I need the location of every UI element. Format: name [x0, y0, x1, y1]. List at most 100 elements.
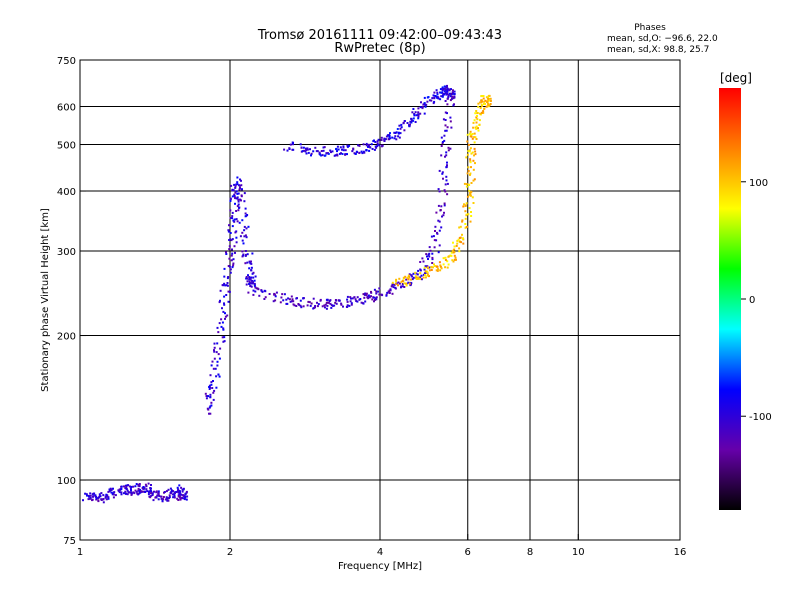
echo-point: [351, 297, 354, 300]
echo-point: [482, 103, 485, 105]
echo-point: [212, 391, 215, 394]
echo-point: [388, 291, 391, 294]
echo-point: [230, 184, 233, 187]
echo-point: [473, 136, 476, 139]
echo-point: [409, 278, 412, 281]
echo-point: [441, 95, 444, 98]
echo-point: [466, 172, 469, 175]
echo-point: [468, 207, 471, 210]
echo-point: [421, 107, 424, 110]
echo-point: [169, 487, 172, 490]
echo-point: [464, 226, 467, 229]
echo-point: [465, 213, 468, 216]
echo-point: [213, 342, 216, 345]
echo-point: [288, 147, 291, 150]
echo-point: [127, 491, 130, 494]
echo-point: [142, 490, 145, 493]
echo-point: [82, 499, 84, 502]
echo-point: [348, 304, 351, 307]
echo-point: [439, 91, 442, 94]
echo-point: [326, 301, 329, 304]
echo-point: [130, 491, 133, 494]
echo-point: [446, 103, 449, 106]
echo-point: [157, 492, 160, 495]
echo-point: [431, 252, 434, 255]
echo-point: [452, 89, 454, 92]
echo-point: [391, 292, 394, 295]
echo-point: [140, 490, 143, 493]
echo-point: [241, 219, 244, 222]
echo-point: [118, 491, 121, 494]
echo-point: [222, 328, 225, 331]
echo-point: [243, 229, 246, 232]
echo-point: [469, 161, 472, 164]
echo-point: [434, 95, 437, 97]
echo-point: [147, 493, 150, 496]
echo-point: [397, 131, 400, 134]
echo-point: [394, 135, 397, 138]
echo-point: [400, 285, 403, 288]
echo-point: [237, 203, 240, 206]
echo-point: [346, 145, 349, 148]
echo-point: [126, 489, 129, 492]
echo-point: [417, 269, 420, 272]
echo-point: [362, 302, 365, 305]
echo-point: [228, 245, 231, 248]
echo-point: [333, 304, 336, 307]
echo-point: [250, 276, 253, 279]
echo-point: [134, 489, 137, 492]
echo-point: [306, 304, 309, 307]
echo-point: [473, 147, 476, 150]
echo-point: [206, 407, 209, 410]
echo-point: [306, 147, 309, 150]
echo-point: [307, 151, 310, 154]
colorbar-tick-label: 0: [749, 295, 755, 306]
echo-point: [444, 266, 447, 269]
echo-point: [238, 221, 241, 224]
echo-point: [341, 153, 344, 155]
echo-point: [319, 299, 322, 302]
echo-point: [209, 412, 212, 415]
stats-x-line: mean, sd,X: 98.8, 25.7: [607, 45, 709, 55]
echo-point: [388, 289, 391, 292]
echo-point: [236, 192, 239, 195]
echo-point: [423, 102, 426, 105]
echo-point: [471, 151, 474, 154]
echo-point: [444, 129, 447, 132]
echo-point: [305, 152, 308, 155]
echo-point: [426, 265, 429, 268]
echo-point: [479, 106, 482, 109]
echo-point: [346, 304, 349, 307]
stats-o-line: mean, sd,O: −96.6, 22.0: [607, 34, 718, 44]
echo-point: [426, 266, 429, 269]
echo-point: [218, 322, 221, 325]
echo-point: [458, 250, 461, 253]
echo-point: [150, 494, 153, 497]
echo-point: [312, 297, 315, 300]
echo-point: [449, 116, 452, 119]
echo-point: [264, 290, 267, 293]
echo-point: [342, 145, 345, 148]
echo-point: [487, 103, 490, 106]
echo-point: [399, 127, 402, 130]
echo-point: [221, 321, 224, 324]
echo-point: [302, 146, 305, 149]
echo-point: [142, 486, 145, 488]
echo-point: [219, 347, 222, 350]
echo-point: [135, 483, 138, 485]
echo-point: [324, 306, 326, 309]
echo-point: [447, 149, 450, 152]
y-tick-label: 500: [57, 141, 76, 152]
echo-point: [474, 153, 477, 156]
echo-point: [100, 492, 103, 495]
echo-point: [367, 145, 369, 148]
echo-point: [469, 191, 472, 194]
echo-point: [449, 254, 452, 257]
y-tick-label: 600: [57, 103, 76, 114]
echo-point: [489, 103, 492, 105]
echo-point: [475, 116, 478, 119]
echo-point: [223, 340, 226, 343]
echo-point: [398, 277, 401, 280]
echo-point: [145, 488, 148, 491]
echo-point: [403, 286, 406, 288]
